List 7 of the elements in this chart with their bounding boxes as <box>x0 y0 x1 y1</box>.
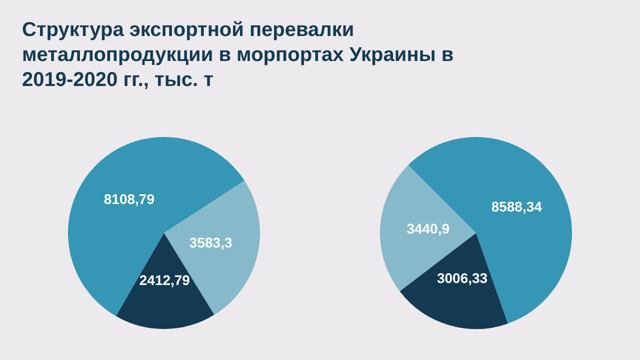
data-label: 8588,34 <box>491 198 542 214</box>
data-label: 2412,79 <box>139 272 190 288</box>
data-label: 3583,3 <box>189 234 232 250</box>
chart-title: Структура экспортной перевалки металлопродукции в морпортах Украины в 2019-2020 гг., тыс. т <box>21 18 455 93</box>
data-label: 8108,79 <box>104 190 155 207</box>
data-label: 3440,9 <box>406 220 450 237</box>
data-label: 3006,33 <box>436 270 488 286</box>
